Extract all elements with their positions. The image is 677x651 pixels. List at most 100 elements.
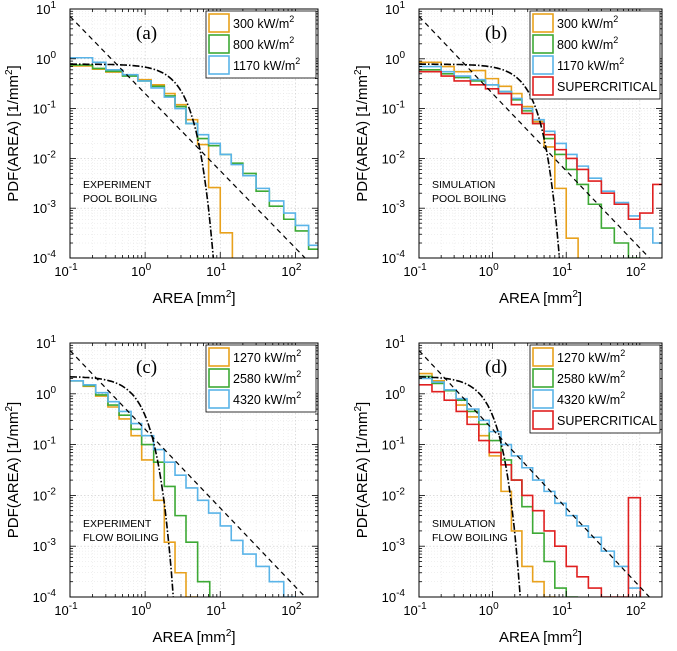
legend-label-text: 4320 kW/m <box>233 393 296 407</box>
panel-letter: (c) <box>136 357 157 378</box>
legend-box <box>529 10 661 100</box>
legend-label-2: 1170 kW/m2 <box>557 56 624 73</box>
legend-label-3: SUPERCRITICAL <box>557 80 657 94</box>
legend-label-2: 4320 kW/m2 <box>233 390 301 407</box>
legend-label-2: 4320 kW/m2 <box>557 390 625 407</box>
power-law-guide-line <box>419 15 651 258</box>
x-tick-label: 101 <box>552 601 572 618</box>
legend-label-1: 2580 kW/m2 <box>557 369 625 386</box>
y-axis-title: PDF(AREA) [1/mm2] <box>353 65 371 201</box>
y-tick-label: 10-1 <box>33 436 57 453</box>
y-tick-label: 10-4 <box>382 588 406 605</box>
series-group <box>70 15 318 258</box>
x-axis-title: AREA [mm2] <box>499 289 582 307</box>
legend-label-3: SUPERCRITICAL <box>557 414 657 428</box>
y-tick-label: 10-2 <box>382 149 406 166</box>
series-2-line <box>70 380 296 597</box>
legend-swatch-0 <box>532 347 554 367</box>
x-tick-label: 10-1 <box>403 601 427 618</box>
y-tick-label: 10-2 <box>33 149 57 166</box>
x-tick-label: 10-1 <box>403 262 427 279</box>
legend-swatch-3 <box>532 76 554 96</box>
axes-frame <box>418 8 663 259</box>
legend-swatch-1 <box>532 34 554 54</box>
legend-swatch-2 <box>208 55 230 75</box>
x-tick-label: 10-1 <box>54 262 78 279</box>
y-tick-label: 10-2 <box>33 486 57 503</box>
axes-frame <box>418 342 663 598</box>
y-tick-label: 10-3 <box>382 199 406 216</box>
gaussian-guide-line <box>419 63 561 258</box>
y-axis-title: PDF(AREA) [1/mm2] <box>4 65 22 201</box>
y-tick-label: 10-4 <box>33 588 57 605</box>
gaussian-guide-line <box>70 376 175 597</box>
series-2-line <box>70 56 318 247</box>
x-tick-label: 100 <box>479 601 499 618</box>
x-tick-label: 102 <box>281 262 301 279</box>
legend-swatch-1 <box>208 368 230 388</box>
legend-label-text: 4320 kW/m <box>557 393 620 407</box>
panel-c: 10-1 100 101 102 10-4 10-3 10-2 10-1 100 101 AREA … <box>4 334 319 646</box>
y-tick-label: 10-2 <box>382 486 406 503</box>
y-axis-title: PDF(AREA) [1/mm2] <box>353 402 371 538</box>
panel-a: 10-1 100 101 102 10-4 10-3 10-2 10-1 100 101 AREA … <box>4 0 319 307</box>
legend-label-0: 1270 kW/m2 <box>233 348 301 365</box>
y-tick-label: 10-3 <box>33 199 57 216</box>
x-tick-label: 100 <box>479 262 499 279</box>
ticks <box>418 342 662 598</box>
series-group <box>419 350 651 597</box>
legend-label-0: 300 kW/m2 <box>557 14 618 31</box>
legend-label-text: 300 kW/m <box>233 17 289 31</box>
y-tick-label: 10-3 <box>33 537 57 554</box>
power-law-guide-line <box>70 350 306 597</box>
annotation-line-2: FLOW BOILING <box>83 532 159 544</box>
x-tick-label: 102 <box>626 601 646 618</box>
legend-label-text: 2580 kW/m <box>557 372 620 386</box>
legend: 300 kW/m2 800 kW/m2 1170 kW/m2 <box>205 10 317 79</box>
legend-label-text: SUPERCRITICAL <box>557 414 657 428</box>
legend-label-1: 800 kW/m2 <box>233 35 294 52</box>
x-tick-label: 101 <box>206 262 226 279</box>
x-tick-label: 101 <box>552 262 572 279</box>
y-tick-label: 100 <box>385 385 405 402</box>
y-tick-label: 10-3 <box>382 537 406 554</box>
annotation-line-2: POOL BOILING <box>432 193 506 205</box>
x-axis-title: AREA [mm2] <box>152 628 235 646</box>
annotation-line-1: EXPERIMENT <box>83 518 152 530</box>
annotation-line-1: SIMULATION <box>432 518 495 530</box>
y-tick-label: 101 <box>36 0 56 17</box>
panel-letter: (b) <box>485 23 507 44</box>
x-tick-label: 102 <box>626 262 646 279</box>
legend-label-2: 1170 kW/m2 <box>233 56 300 73</box>
legend: 1270 kW/m2 2580 kW/m2 4320 kW/m2 SUPERCRITI… <box>529 344 661 434</box>
panel-d: 10-1 100 101 102 10-4 10-3 10-2 10-1 100 101 AREA … <box>353 334 663 646</box>
y-tick-label: 10-1 <box>382 436 406 453</box>
series-1-line <box>70 380 211 597</box>
legend-swatch-3 <box>532 410 554 430</box>
annotation-line-1: SIMULATION <box>432 179 495 191</box>
legend-label-text: 2580 kW/m <box>233 372 296 386</box>
legend-swatch-0 <box>532 13 554 33</box>
x-tick-label: 100 <box>131 262 151 279</box>
legend-label-text: 800 kW/m <box>557 38 613 52</box>
y-tick-label: 101 <box>385 334 405 351</box>
legend-box <box>205 344 317 413</box>
legend-label-text: 1170 kW/m <box>233 59 295 73</box>
legend-swatch-2 <box>532 389 554 409</box>
gaussian-guide-line <box>419 376 522 597</box>
x-axis-title: AREA [mm2] <box>499 628 582 646</box>
y-axis-title: PDF(AREA) [1/mm2] <box>4 402 22 538</box>
y-tick-label: 101 <box>385 0 405 17</box>
panel-b: 10-1 100 101 102 10-4 10-3 10-2 10-1 100 101 AREA … <box>353 0 663 307</box>
legend-label-text: 1270 kW/m <box>557 351 620 365</box>
panel-letter: (a) <box>136 23 157 44</box>
x-tick-label: 100 <box>131 601 151 618</box>
series-2-line <box>419 377 642 597</box>
annotation-line-1: EXPERIMENT <box>83 179 152 191</box>
legend-label-1: 800 kW/m2 <box>557 35 618 52</box>
legend-swatch-1 <box>208 34 230 54</box>
legend: 300 kW/m2 800 kW/m2 1170 kW/m2 SUPERCRITICA… <box>529 10 661 100</box>
legend-swatch-2 <box>532 55 554 75</box>
legend-label-text: SUPERCRITICAL <box>557 80 657 94</box>
axes-frame <box>69 342 319 598</box>
